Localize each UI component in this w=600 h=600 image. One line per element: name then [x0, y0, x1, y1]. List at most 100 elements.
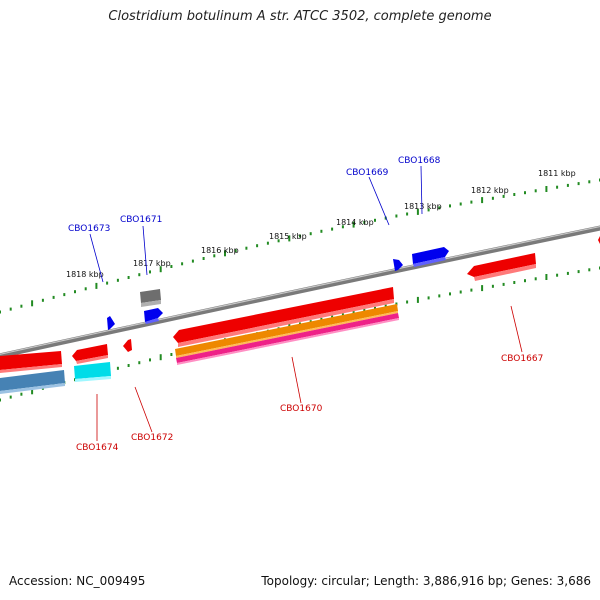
leader-line-cbo1670 [291, 356, 302, 404]
upper-tick-mark [149, 270, 151, 274]
gene-cbo1670-pink-feature [176, 313, 399, 365]
lower-tick-mark [138, 361, 141, 365]
gene-label-cbo1674[interactable]: CBO1674 [76, 443, 119, 453]
genome-summary-text: Topology: circular; Length: 3,886,916 bp… [261, 574, 591, 588]
upper-tick-mark [449, 204, 451, 208]
lower-tick-mark [491, 284, 494, 288]
leader-line-cbo1671 [142, 225, 148, 276]
upper-tick-mark [470, 200, 473, 204]
upper-tick-mark [213, 254, 216, 258]
upper-tick-mark [0, 310, 1, 314]
upper-tick-mark [41, 298, 44, 302]
upper-tick-mark [266, 241, 269, 245]
gene-cbo1667-feature[interactable] [467, 253, 536, 281]
lower-tick-mark [363, 308, 366, 312]
lower-tick-mark [159, 354, 162, 361]
upper-tick-mark [191, 259, 194, 263]
gene-label-cbo1668[interactable]: CBO1668 [398, 156, 441, 166]
upper-tick-mark [63, 293, 66, 297]
upper-tick-mark [181, 262, 184, 266]
upper-tick-mark [84, 287, 87, 291]
upper-tick-mark [127, 276, 130, 279]
lower-tick-mark [31, 388, 34, 395]
scale-label-1818: 1818 kbp [66, 270, 104, 279]
lower-tick-mark [170, 353, 173, 356]
upper-tick-mark [524, 191, 526, 195]
upper-tick-mark [299, 234, 301, 238]
upper-tick-mark [245, 246, 248, 250]
upper-tick-mark [256, 244, 259, 248]
gene-label-cbo1672[interactable]: CBO1672 [131, 433, 173, 443]
scale-label-1812: 1812 kbp [471, 186, 509, 195]
accession-text: Accession: NC_009495 [9, 574, 146, 588]
upper-tick-mark [363, 220, 366, 224]
lower-tick-mark [406, 300, 409, 304]
upper-tick-mark [138, 273, 141, 277]
upper-tick-mark [545, 186, 548, 192]
upper-tick-mark [170, 265, 173, 268]
gene-cbo1674-feature[interactable] [0, 344, 108, 373]
gene-label-cbo1673[interactable]: CBO1673 [68, 224, 110, 234]
lower-tick-mark [116, 366, 119, 370]
upper-tick-mark [159, 266, 162, 273]
leader-line-cbo1667 [510, 305, 523, 353]
gene-cbo1670-feature[interactable] [173, 287, 394, 347]
upper-tick-mark [502, 194, 505, 198]
genome-title: Clostridium botulinum A str. ATCC 3502, … [108, 9, 492, 24]
upper-tick-mark [74, 290, 76, 294]
upper-tick-mark [491, 196, 494, 200]
upper-tick-mark [224, 250, 226, 257]
lower-tick-mark [341, 313, 344, 317]
lower-tick-mark [352, 309, 355, 316]
upper-tick-mark [395, 214, 398, 218]
lower-tick-mark [438, 294, 441, 298]
lower-tick-mark [374, 306, 376, 310]
genome-backbone-highlight [0, 225, 600, 355]
upper-tick-mark [116, 278, 119, 282]
upper-tick-mark [20, 304, 23, 308]
gene-label-cbo1667[interactable]: CBO1667 [501, 354, 543, 364]
scale-label-1816: 1816 kbp [201, 246, 239, 255]
upper-tick-mark [31, 300, 34, 307]
gene-cbo1673-feature[interactable] [107, 316, 115, 330]
upper-tick-mark [438, 206, 441, 210]
lower-tick-mark [20, 392, 23, 396]
lower-tick-mark [320, 317, 323, 321]
genome-backbone [0, 225, 600, 359]
gene-cbo1668-feature[interactable] [412, 247, 449, 267]
leader-line-cbo1669 [368, 176, 390, 226]
gene-cbo1672-feature[interactable] [123, 339, 132, 352]
leader-line-cbo1668 [420, 165, 423, 215]
gene-cbo1674-steelblue-feature [0, 370, 65, 394]
upper-tick-mark [288, 235, 291, 242]
gene-cbo1669-feature[interactable] [393, 259, 403, 271]
gene-cbo1671-feature[interactable] [144, 308, 163, 324]
lower-tick-mark [534, 277, 537, 281]
upper-tick-mark [52, 295, 55, 299]
lower-tick-mark [416, 296, 419, 303]
gene-label-cbo1669[interactable]: CBO1669 [346, 168, 389, 178]
lower-tick-mark [0, 398, 1, 402]
scale-label-1811: 1811 kbp [538, 169, 576, 178]
upper-tick-mark [277, 239, 280, 243]
lower-tick-mark [459, 290, 462, 294]
upper-tick-mark [331, 227, 334, 231]
leader-line-cbo1673 [89, 233, 104, 283]
lower-tick-mark [395, 302, 398, 306]
lower-tick-mark [524, 279, 526, 283]
upper-tick-mark [459, 202, 462, 206]
upper-tick-mark [577, 182, 580, 186]
lower-tick-mark [127, 364, 130, 367]
gene-label-cbo1671[interactable]: CBO1671 [120, 215, 162, 225]
upper-tick-mark [556, 185, 559, 189]
upper-tick-mark [566, 183, 569, 187]
upper-tick-mark [513, 193, 516, 196]
lower-tick-mark [577, 270, 580, 274]
lower-tick-mark [481, 285, 484, 292]
upper-tick-mark [416, 208, 419, 215]
gene-label-cbo1670[interactable]: CBO1670 [280, 404, 323, 414]
lower-tick-mark [545, 274, 548, 280]
gene-cbo1671-gray-feature [140, 289, 161, 307]
lower-tick-mark [427, 296, 430, 300]
